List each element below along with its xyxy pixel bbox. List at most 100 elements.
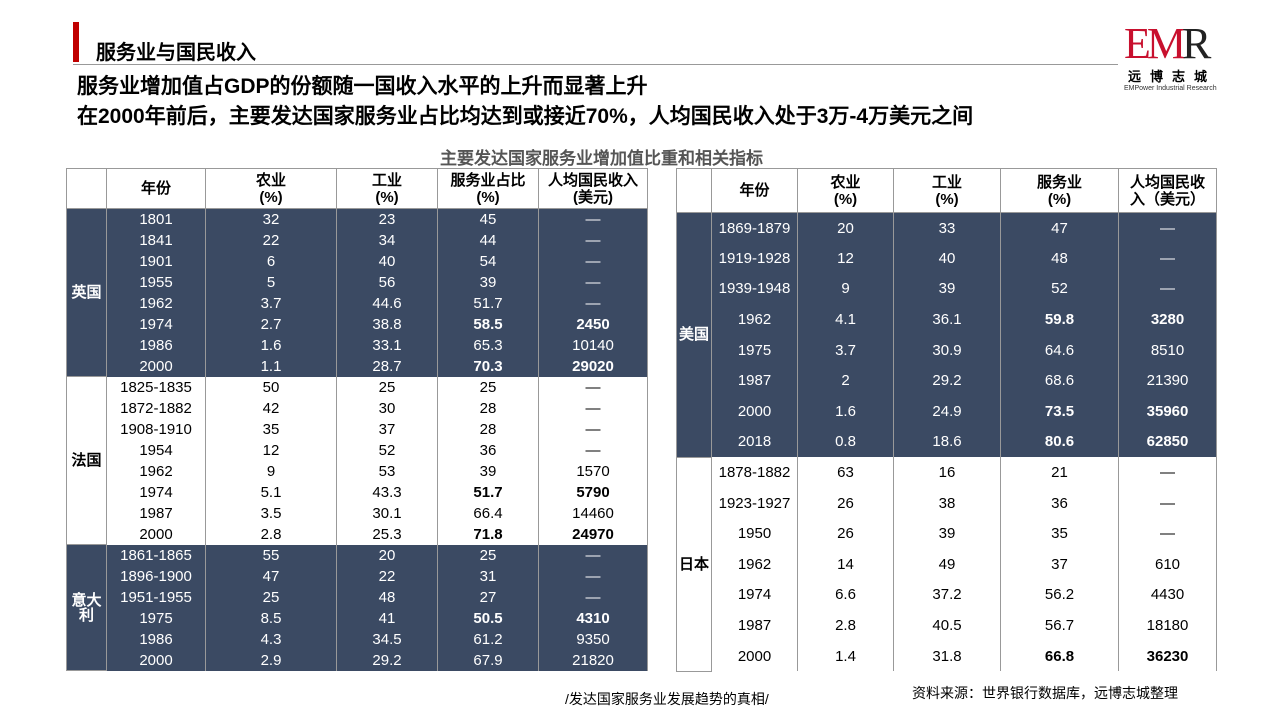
- table-cell: 36230: [1118, 640, 1217, 672]
- table-row: 2000 1.4 31.8 66.8 36230: [677, 640, 1217, 672]
- table-cell: 1841: [106, 229, 206, 251]
- table-cell: 9: [205, 460, 337, 482]
- column-header: 人均国民收 入（美元）: [1118, 168, 1217, 213]
- table-cell: 73.5: [1000, 396, 1119, 427]
- table-row: 2000 2.9 29.2 67.9 21820: [67, 649, 648, 671]
- table-cell: 1975: [711, 334, 798, 366]
- table-cell: 1955: [106, 271, 206, 293]
- table-cell: 1962: [106, 292, 206, 314]
- table-cell: 53: [336, 460, 438, 482]
- table-cell: 35: [1000, 518, 1119, 550]
- table-cell: 40.5: [893, 610, 1001, 641]
- footer-title: /发达国家服务业发展趋势的真相/: [565, 691, 769, 707]
- table-cell: 40: [893, 243, 1001, 274]
- table-cell: 35: [205, 418, 337, 440]
- table-cell: 2: [797, 365, 894, 397]
- header-row: 年份 农业 (%) 工业 (%) 服务业 (%) 人均国民收 入（美元）: [676, 168, 1217, 213]
- table-cell: 34: [336, 229, 438, 251]
- table-cell: 32: [205, 208, 337, 230]
- headline-1: 服务业增加值占GDP的份额随一国收入水平的上升而显著上升: [77, 75, 648, 98]
- table-cell: 4430: [1118, 579, 1217, 611]
- table-cell: 47: [205, 565, 337, 587]
- country-cell: 日本: [676, 456, 712, 672]
- table-cell: 1939-1948: [711, 273, 798, 305]
- table-cell: —: [538, 229, 648, 251]
- table-cell: 0.8: [797, 426, 894, 458]
- table-cell: 3280: [1118, 304, 1217, 335]
- table-cell: 25: [336, 376, 438, 398]
- table-cell: 1954: [106, 439, 206, 461]
- table-row: 1974 2.7 38.8 58.5 2450: [67, 313, 648, 335]
- table-cell: —: [538, 376, 648, 398]
- table-cell: —: [1118, 487, 1217, 519]
- table-cell: 29.2: [336, 649, 438, 671]
- table-cell: —: [1118, 457, 1217, 488]
- table-cell: 62850: [1118, 426, 1217, 458]
- table-cell: 30: [336, 397, 438, 419]
- table-cell: 5: [205, 271, 337, 293]
- table-cell: 1901: [106, 250, 206, 272]
- table-cell: 36: [1000, 487, 1119, 519]
- table-cell: 68.6: [1000, 365, 1119, 397]
- table-cell: 70.3: [437, 355, 539, 377]
- table-row: 美国 1869-1879 20 33 47—: [676, 212, 1217, 458]
- table-cell: 1861-1865: [106, 544, 206, 566]
- table-cell: 67.9: [437, 649, 539, 671]
- table-cell: 51.7: [437, 292, 539, 314]
- table-row: 1955 5 56 39—: [67, 271, 648, 293]
- table-cell: 14460: [538, 502, 648, 524]
- table-row: 1950 26 39 35—: [677, 518, 1217, 550]
- table-row: 日本 1878-1882 63 16 21—: [676, 456, 1217, 672]
- table-cell: 1.4: [797, 640, 894, 672]
- table-cell: 21390: [1118, 365, 1217, 397]
- table-cell: 4.1: [797, 304, 894, 335]
- table-row: 英国 1801 32 23 45—: [66, 208, 648, 377]
- table-cell: 38.8: [336, 313, 438, 335]
- table-cell: 56.2: [1000, 579, 1119, 611]
- table-row: 1923-1927 26 38 36—: [677, 487, 1217, 519]
- table-cell: 20: [797, 212, 894, 244]
- table-cell: 31.8: [893, 640, 1001, 672]
- table-cell: 1878-1882: [711, 457, 798, 488]
- column-header: 年份: [711, 168, 798, 213]
- table-cell: 39: [437, 460, 539, 482]
- table-cell: 35960: [1118, 396, 1217, 427]
- table-cell: 2000: [106, 649, 206, 671]
- table-row: 1974 5.1 43.3 51.7 5790: [67, 481, 648, 503]
- table-cell: 29.2: [893, 365, 1001, 397]
- table-cell: 41: [336, 607, 438, 629]
- column-header: 年份: [106, 168, 206, 209]
- table-row: 1896-1900 47 22 31—: [67, 565, 648, 587]
- table-row: 1901 6 40 54—: [67, 250, 648, 272]
- table-cell: —: [538, 418, 648, 440]
- table-row: 1939-1948 9 39 52—: [677, 273, 1217, 305]
- table-cell: 26: [797, 518, 894, 550]
- table-cell: 1962: [106, 460, 206, 482]
- country-cell: 法国: [66, 376, 107, 545]
- table-row: 1975 8.5 41 50.5 4310: [67, 607, 648, 629]
- table-cell: 39: [893, 273, 1001, 305]
- table-cell: 58.5: [437, 313, 539, 335]
- table-cell: 4.3: [205, 628, 337, 650]
- table-cell: 71.8: [437, 523, 539, 545]
- table-row: 1987 2 29.2 68.6 21390: [677, 365, 1217, 397]
- right-data-table: 年份 农业 (%) 工业 (%) 服务业 (%) 人均国民收 入（美元） 美国 1869-1879 2…: [676, 168, 1217, 672]
- table-row: 1962 14 49 37 610: [677, 549, 1217, 580]
- table-cell: 10140: [538, 334, 648, 356]
- column-header: 工业 (%): [336, 168, 438, 209]
- table-row: 1872-1882 42 30 28—: [67, 397, 648, 419]
- section-title: 服务业与国民收入: [96, 42, 256, 64]
- table-cell: 1872-1882: [106, 397, 206, 419]
- table-row: 1908-1910 35 37 28—: [67, 418, 648, 440]
- divider: [73, 64, 1118, 65]
- column-header: 农业 (%): [797, 168, 894, 213]
- table-row: 1951-1955 25 48 27—: [67, 586, 648, 608]
- source-note: 资料来源：世界银行数据库，远博志城整理: [912, 685, 1178, 701]
- table-cell: 2.7: [205, 313, 337, 335]
- table-cell: 18.6: [893, 426, 1001, 458]
- column-header: 服务业占比 (%): [437, 168, 539, 209]
- table-cell: —: [1118, 273, 1217, 305]
- table-cell: 2450: [538, 313, 648, 335]
- table-cell: 1987: [106, 502, 206, 524]
- table-cell: 1962: [711, 304, 798, 335]
